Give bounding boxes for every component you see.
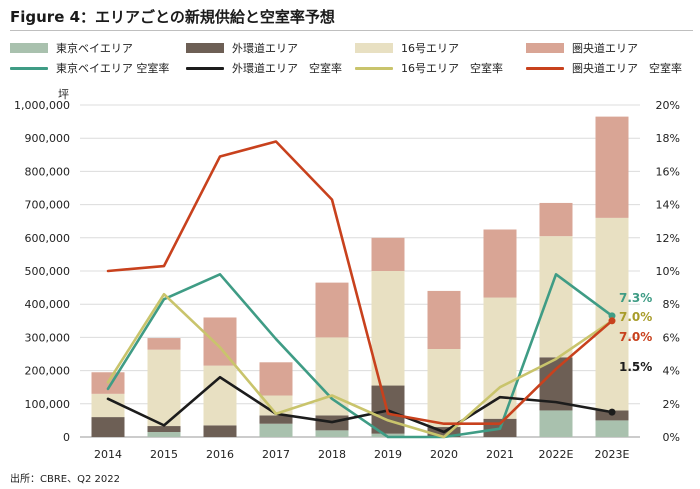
legend-label-gaikan-vacancy: 外環道エリア 空室率 [232,62,342,75]
vacancy-line-2 [106,292,614,439]
y-left-tick-label: 800,000 [25,165,71,178]
bar-1-2017 [259,415,293,424]
bar-3-2018 [315,282,349,338]
y-left-tick-label: 700,000 [25,199,71,212]
x-tick-label: 2014 [94,448,122,461]
vacancy-end-point-1 [608,408,616,416]
y-right-tick-label: 10% [656,265,680,278]
legend-swatch-bay [10,43,48,53]
y-left-tick-label: 0 [63,431,70,444]
legend-label-route16: 16号エリア [401,42,459,55]
y-right-tick-label: 2% [663,398,680,411]
source-note: 出所：CBRE、Q2 2022 [10,474,120,485]
y-right-tick-label: 12% [656,232,680,245]
vacancy-annotation: 7.0% [619,330,652,344]
bar-3-2021 [483,229,517,298]
bar-2-2015 [147,349,181,427]
vacancy-end-point-3 [608,317,616,325]
legend-item-kenodo: 圏央道エリア [526,40,638,56]
vacancy-annotation: 1.5% [619,360,652,374]
bar-0-2023E [595,420,629,437]
legend-label-bay: 東京ベイエリア [56,42,133,55]
bar-0-2015 [147,432,181,437]
x-tick-label: 2015 [150,448,178,461]
y-right-tick-label: 14% [656,199,680,212]
y-left-unit: 坪 [58,88,69,101]
legend-item-route16-vacancy: 16号エリア 空室率 [355,60,503,76]
legend-label-route16-vacancy: 16号エリア 空室率 [401,62,503,75]
y-left-tick-label: 900,000 [25,132,71,145]
legend-item-kenodo-vacancy: 圏央道エリア 空室率 [526,60,682,76]
legend-label-kenodo: 圏央道エリア [572,42,638,55]
bar-0-2017 [259,423,293,437]
y-right-tick-label: 20% [656,99,680,112]
legend-swatch-kenodo [526,43,564,53]
y-left-tick-label: 200,000 [25,365,71,378]
bar-2-2016 [203,365,237,426]
y-right-tick-label: 0% [663,431,680,444]
legend-line-kenodo-vacancy [526,66,564,70]
bar-1-2016 [203,425,237,437]
y-right-tick-label: 18% [656,132,680,145]
bar-2-2020 [427,349,461,428]
title-divider [10,30,693,31]
legend-item-gaikan: 外環道エリア [186,40,298,56]
bar-0-2022E [539,410,573,437]
bar-2-2014 [91,393,125,418]
bar-3-2017 [259,362,293,396]
x-tick-label: 2018 [318,448,346,461]
x-tick-label: 2021 [486,448,514,461]
bar-3-2019 [371,237,405,271]
legend-item-bay-vacancy: 東京ベイエリア 空室率 [10,60,169,76]
bar-0-2018 [315,430,349,437]
y-left-tick-label: 300,000 [25,331,71,344]
legend-item-gaikan-vacancy: 外環道エリア 空室率 [186,60,342,76]
legend-swatch-gaikan [186,43,224,53]
bar-3-2020 [427,290,461,350]
chart-title: Figure 4：エリアごとの新規供給と空室率予想 [10,8,335,26]
legend-line-bay-vacancy [10,66,48,70]
y-right-tick-label: 6% [663,331,680,344]
y-left-tick-label: 1,000,000 [14,99,70,112]
y-right-tick-label: 8% [663,298,680,311]
legend-line-route16-vacancy [355,66,393,70]
bar-2-2019 [371,271,405,386]
vacancy-annotation: 7.3% [619,291,652,305]
x-tick-label: 2023E [595,448,630,461]
bar-0-2019 [371,433,405,437]
bar-3-2016 [203,317,237,366]
vacancy-line-1 [106,375,614,434]
legend-swatch-route16 [355,43,393,53]
legend-line-gaikan-vacancy [186,66,224,70]
bar-3-2015 [147,338,181,350]
x-tick-label: 2017 [262,448,290,461]
vacancy-line-3 [106,140,614,426]
legend-item-route16: 16号エリア [355,40,459,56]
y-left-tick-label: 400,000 [25,298,71,311]
vacancy-line-0 [106,273,614,439]
x-tick-label: 2016 [206,448,234,461]
vacancy-annotation: 7.0% [619,310,652,324]
y-right-tick-label: 16% [656,165,680,178]
bar-2-2018 [315,337,349,416]
vacancy-end-point-0 [608,312,616,320]
bar-3-2022E [539,202,573,237]
x-tick-label: 2020 [430,448,458,461]
legend-label-kenodo-vacancy: 圏央道エリア 空室率 [572,62,682,75]
x-tick-label: 2022E [539,448,574,461]
bar-3-2023E [595,116,629,218]
bar-1-2014 [91,417,125,437]
legend-label-gaikan: 外環道エリア [232,42,298,55]
x-tick-label: 2019 [374,448,402,461]
legend-label-bay-vacancy: 東京ベイエリア 空室率 [56,62,170,75]
y-left-tick-label: 600,000 [25,232,71,245]
bar-1-2015 [147,426,181,433]
y-right-tick-label: 4% [663,365,680,378]
bar-2-2022E [539,236,573,358]
legend-item-bay: 東京ベイエリア [10,40,133,56]
y-left-tick-label: 100,000 [25,398,71,411]
y-left-tick-label: 500,000 [25,265,71,278]
